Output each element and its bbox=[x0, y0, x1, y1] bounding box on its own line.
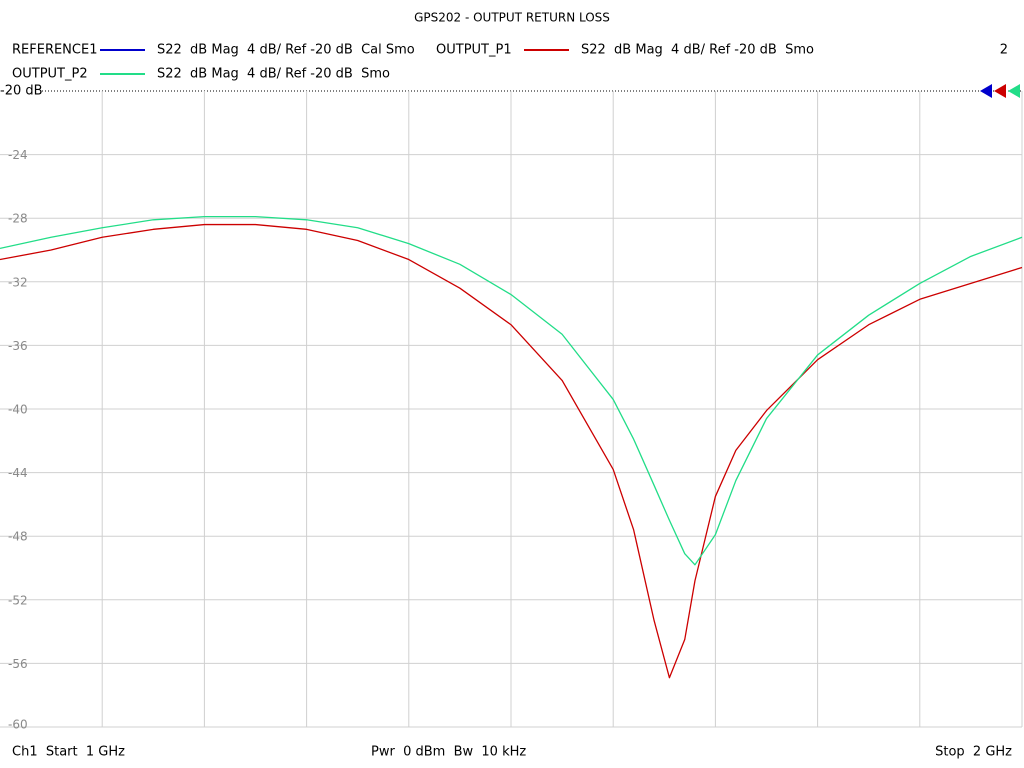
ref-marker bbox=[980, 84, 992, 98]
y-tick-label: -40 bbox=[8, 403, 28, 417]
ref-label-bg bbox=[0, 83, 42, 98]
chart-title: GPS202 - OUTPUT RETURN LOSS bbox=[414, 11, 610, 25]
channel-count: 2 bbox=[1000, 43, 1008, 58]
series-line bbox=[0, 223, 1023, 679]
footer-start: Ch1 Start 1 GHz bbox=[12, 745, 125, 760]
y-tick-label: -56 bbox=[8, 657, 28, 671]
y-tick-label: -44 bbox=[8, 466, 28, 480]
y-tick-label: -36 bbox=[8, 339, 28, 353]
y-tick-label: -52 bbox=[8, 593, 28, 607]
legend-description: S22 dB Mag 4 dB/ Ref -20 dB Smo bbox=[157, 67, 390, 82]
ref-marker bbox=[994, 84, 1006, 98]
legend-label: OUTPUT_P2 bbox=[12, 67, 88, 82]
ref-marker bbox=[1008, 84, 1020, 98]
legend-label: OUTPUT_P1 bbox=[436, 43, 512, 58]
y-tick-label: -60 bbox=[8, 718, 28, 732]
ref-label: -20 dB bbox=[0, 84, 43, 99]
y-tick-label: -24 bbox=[8, 148, 28, 162]
footer-power: Pwr 0 dBm Bw 10 kHz bbox=[371, 745, 526, 760]
legend-label: REFERENCE1 bbox=[12, 43, 97, 58]
legend-description: S22 dB Mag 4 dB/ Ref -20 dB Cal Smo bbox=[157, 43, 415, 58]
legend-description: S22 dB Mag 4 dB/ Ref -20 dB Smo bbox=[581, 43, 814, 58]
y-tick-label: -28 bbox=[8, 212, 28, 226]
y-tick-label: -48 bbox=[8, 530, 28, 544]
y-tick-label: -32 bbox=[8, 275, 28, 289]
footer-stop: Stop 2 GHz bbox=[935, 745, 1012, 760]
series-line bbox=[0, 215, 1023, 566]
